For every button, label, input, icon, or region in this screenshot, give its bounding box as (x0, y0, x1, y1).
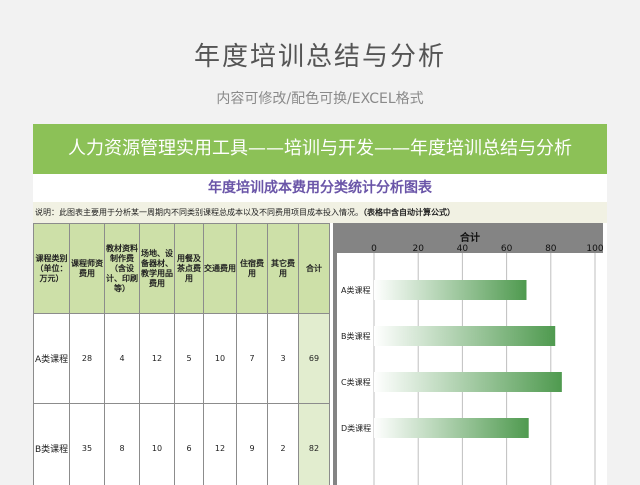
sheet-note: 说明：此图表主要用于分析某一周期内不同类别课程总成本以及不同费用项目成本投入情况… (33, 202, 607, 223)
row-label[interactable]: B类课程 (33, 403, 70, 485)
table-cell[interactable]: 3 (267, 313, 299, 404)
y-category-label: C类课程 (341, 377, 371, 387)
table-cell[interactable]: 8 (104, 403, 140, 485)
spreadsheet-area: 人力资源管理实用工具——培训与开发——年度培训总结与分析 年度培训成本费用分类统… (33, 124, 607, 485)
table-cell[interactable]: 5 (174, 313, 204, 404)
table-cell[interactable]: 10 (139, 403, 175, 485)
total-cell[interactable]: 69 (298, 313, 330, 404)
table-cell[interactable]: 12 (203, 403, 237, 485)
page-subtitle: 内容可修改/配色可换/EXCEL格式 (216, 91, 424, 107)
table-cell[interactable]: 6 (174, 403, 204, 485)
y-category-label: D类课程 (341, 423, 371, 433)
header-teacher-fee[interactable]: 课程师资费用 (69, 223, 105, 314)
note-text: 说明：此图表主要用于分析某一周期内不同类别课程总成本以及不同费用项目成本投入情况… (35, 208, 363, 217)
sheet-banner: 人力资源管理实用工具——培训与开发——年度培训总结与分析 (33, 124, 607, 174)
header-traffic-fee[interactable]: 交通费用 (203, 223, 237, 314)
table-cell[interactable]: 7 (236, 313, 268, 404)
y-category-label: B类课程 (341, 331, 371, 341)
table-cell[interactable]: 4 (104, 313, 140, 404)
page-title: 年度培训总结与分析 (193, 42, 446, 72)
header-other-fee[interactable]: 其它费用 (267, 223, 299, 314)
header-total[interactable]: 合计 (298, 223, 330, 314)
x-tick-label: 60 (501, 244, 513, 254)
x-tick-label: 80 (545, 244, 557, 254)
table-header-row: 课程类别（单位：万元） 课程师资费用 教材资料制作费（含设计、印刷等） 场地、设… (33, 223, 330, 314)
table-row: B类课程 35 8 10 6 12 9 2 82 (33, 403, 330, 485)
x-tick-label: 20 (412, 244, 424, 254)
note-hint: （表格中含自动计算公式） (363, 208, 455, 217)
chart-bar[interactable] (374, 326, 556, 346)
table-cell[interactable]: 2 (267, 403, 299, 485)
x-tick-label: 40 (457, 244, 469, 254)
table-cell[interactable]: 35 (69, 403, 105, 485)
chart-title: 合计 (459, 231, 480, 244)
header-course-type[interactable]: 课程类别（单位：万元） (33, 223, 70, 314)
y-category-label: A类课程 (341, 285, 370, 295)
cost-table: 课程类别（单位：万元） 课程师资费用 教材资料制作费（含设计、印刷等） 场地、设… (33, 223, 330, 485)
header-meal-fee[interactable]: 用餐及茶点费用 (174, 223, 204, 314)
table-cell[interactable]: 28 (69, 313, 105, 404)
table-row: A类课程 28 4 12 5 10 7 3 69 (33, 313, 330, 404)
header-lodging-fee[interactable]: 住宿费用 (236, 223, 268, 314)
bar-chart[interactable]: 合计 0 20 40 60 80 100 A类课程 B类课程 C类课程 D类课程 (333, 223, 604, 485)
chart-svg: 合计 0 20 40 60 80 100 A类课程 B类课程 C类课程 D类课程 (337, 231, 604, 485)
chart-bar[interactable] (374, 372, 562, 392)
chart-bar[interactable] (374, 418, 529, 438)
table-cell[interactable]: 10 (203, 313, 237, 404)
table-cell[interactable]: 12 (139, 313, 175, 404)
x-tick-label: 100 (586, 244, 603, 254)
header-material-fee[interactable]: 教材资料制作费（含设计、印刷等） (104, 223, 140, 314)
x-tick-label: 0 (371, 244, 377, 254)
sheet-chart-title: 年度培训成本费用分类统计分析图表 (33, 174, 607, 202)
table-cell[interactable]: 9 (236, 403, 268, 485)
total-cell[interactable]: 82 (298, 403, 330, 485)
header-venue-fee[interactable]: 场地、设备器材、教学用品费用 (139, 223, 175, 314)
row-label[interactable]: A类课程 (33, 313, 70, 404)
chart-bar[interactable] (374, 280, 527, 300)
